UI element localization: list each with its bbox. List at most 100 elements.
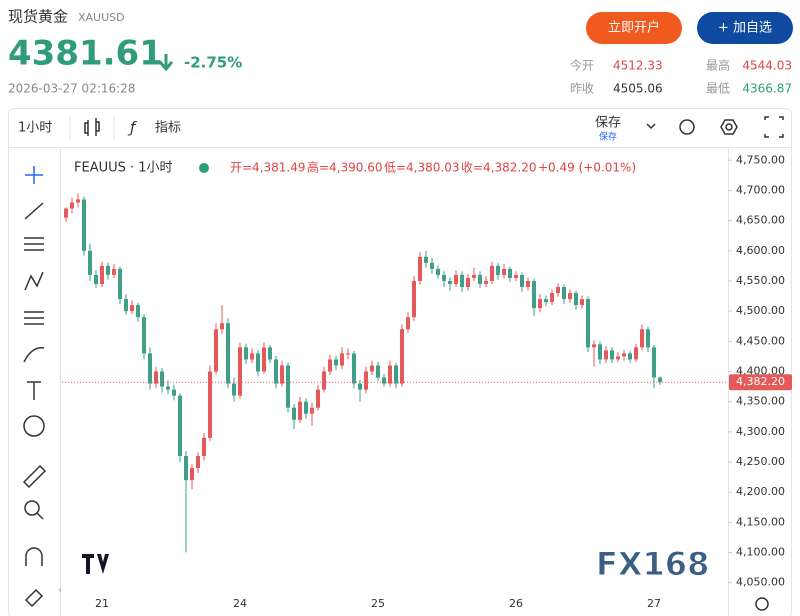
- candle-body: [424, 256, 428, 263]
- legend-value: +0.49 (+0.01%): [538, 161, 636, 175]
- stat-label: 最高: [706, 58, 730, 73]
- candle-body: [226, 323, 230, 384]
- candle-body: [370, 365, 374, 372]
- candle-body: [610, 350, 614, 360]
- price: 4381.61: [8, 34, 163, 74]
- candle-body: [634, 347, 638, 360]
- status-dot: [199, 163, 209, 173]
- candle-body: [88, 250, 92, 275]
- save-sub[interactable]: 保存: [599, 131, 617, 143]
- y-tick-label: 4,300.00: [736, 425, 785, 438]
- candle-body: [652, 347, 656, 378]
- interval[interactable]: 1小时: [18, 121, 52, 136]
- candle-body: [298, 401, 302, 420]
- open-account-button[interactable]: [586, 12, 682, 44]
- y-tick-label: 4,750.00: [736, 153, 785, 166]
- chevron[interactable]: [646, 123, 656, 130]
- candle-type-icon[interactable]: [84, 118, 100, 136]
- drawing-tools[interactable]: [22, 166, 47, 608]
- candle-body: [454, 274, 458, 284]
- candle-body: [262, 347, 266, 372]
- watermark: FX168: [596, 545, 709, 583]
- candle-body: [268, 347, 272, 360]
- candle-body: [364, 371, 368, 390]
- candle-body: [322, 371, 326, 390]
- last-price-box: [729, 374, 792, 391]
- candle-body: [220, 323, 224, 330]
- candle-body: [310, 407, 314, 414]
- settings-icon-core: [725, 123, 733, 131]
- candle-body: [598, 344, 602, 360]
- settings-icon[interactable]: [720, 119, 738, 135]
- indicators[interactable]: 指标: [155, 121, 181, 136]
- open-account-label[interactable]: 立即开户: [608, 20, 660, 36]
- candle-body: [82, 199, 86, 251]
- candle-body: [316, 389, 320, 408]
- candle-body: [622, 353, 626, 357]
- candle-body: [280, 365, 284, 384]
- candle-body: [208, 371, 212, 438]
- y-tick-label: 4,250.00: [736, 455, 785, 468]
- watchlist-button[interactable]: [697, 12, 793, 44]
- candle-body: [376, 365, 380, 378]
- candle-body: [490, 265, 494, 281]
- y-tick-label: 4,600.00: [736, 244, 785, 257]
- watchlist-label[interactable]: + 加自选: [718, 21, 772, 36]
- stat-value: 4512.33: [613, 59, 663, 73]
- candle-body: [556, 286, 560, 294]
- candle-body: [532, 280, 536, 309]
- candle-body: [562, 286, 566, 300]
- candle-body: [244, 347, 248, 360]
- stat-value: 4366.87: [742, 82, 792, 96]
- legend-title: FEAUUS · 1小时: [74, 161, 173, 176]
- candle-body: [70, 202, 74, 209]
- candle-body: [238, 347, 242, 396]
- collapse[interactable]: ‹: [58, 585, 62, 596]
- candle-body: [142, 317, 146, 354]
- candle-body: [94, 274, 98, 284]
- candle-body: [124, 299, 128, 312]
- y-tick-label: 4,150.00: [736, 515, 785, 528]
- stat-label: 今开: [570, 58, 594, 73]
- candle-body: [328, 359, 332, 372]
- y-tick-label: 4,700.00: [736, 183, 785, 196]
- candle-body: [250, 353, 254, 360]
- candle-body: [340, 353, 344, 366]
- axis-settings[interactable]: [755, 597, 769, 611]
- candle-body: [196, 455, 200, 469]
- candle-body: [334, 359, 338, 366]
- snapshot-icon[interactable]: [679, 119, 695, 135]
- candle-body: [256, 353, 260, 372]
- candle-body: [544, 299, 548, 303]
- candle-body: [388, 365, 392, 384]
- candle-body: [352, 353, 356, 384]
- fx-icon[interactable]: ƒ: [127, 119, 137, 137]
- down-arrow: [158, 54, 174, 72]
- candle-body: [484, 280, 488, 284]
- stat-label: 最低: [706, 82, 730, 96]
- x-tick-label: 27: [647, 597, 661, 610]
- change: -2.75%: [184, 54, 242, 72]
- candle-body: [520, 274, 524, 287]
- y-tick-label: 4,650.00: [736, 214, 785, 227]
- candle-body: [382, 377, 386, 384]
- candle-body: [466, 277, 470, 287]
- candle-body: [106, 265, 110, 275]
- candle-body: [538, 299, 542, 309]
- last-price-label: 4,382.20: [736, 375, 785, 388]
- time: 2026-03-27 02:16:28: [8, 82, 135, 96]
- stat-value: 4544.03: [742, 59, 792, 73]
- candle-body: [184, 455, 188, 481]
- candle-body: [574, 293, 578, 306]
- y-tick-label: 4,450.00: [736, 334, 785, 347]
- x-tick-label: 24: [233, 597, 247, 610]
- stat-value: 4505.06: [613, 82, 663, 96]
- candle-body: [586, 299, 590, 348]
- candle-body: [436, 268, 440, 275]
- save[interactable]: 保存: [595, 116, 621, 131]
- fullscreen-icon[interactable]: [764, 116, 784, 138]
- candle-body: [478, 274, 482, 284]
- candle-body: [214, 329, 218, 372]
- candle-body: [190, 468, 194, 481]
- candle-body: [442, 274, 446, 281]
